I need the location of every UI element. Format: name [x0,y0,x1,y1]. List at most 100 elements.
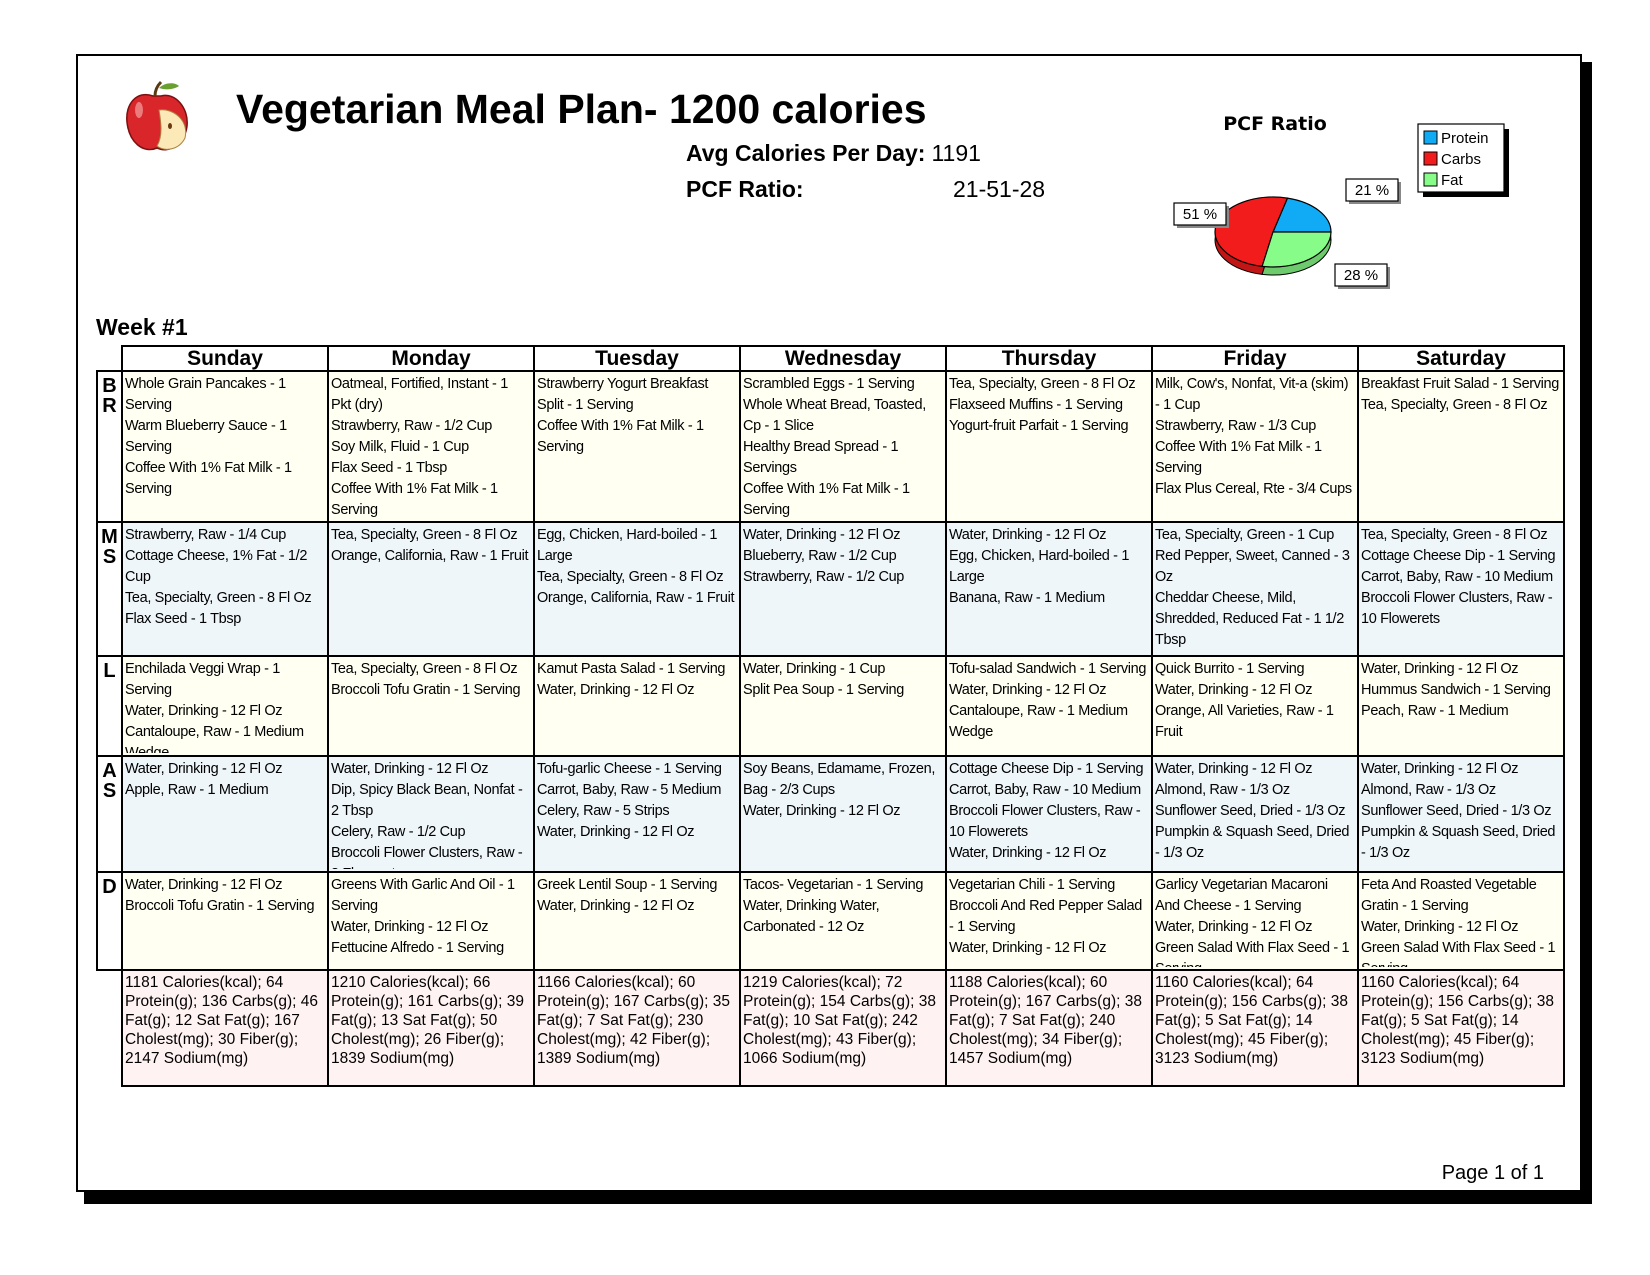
meal-cell: Breakfast Fruit Salad - 1 Serving Tea, Sp… [1357,370,1565,523]
avg-calories-value: 1191 [931,140,981,166]
pie-slice-fat [1261,231,1332,268]
meal-cell: Tea, Specialty, Green - 8 Fl Oz Orange, C… [327,521,535,657]
meal-cell: Water, Drinking - 12 Fl Oz Almond, Raw - … [1151,755,1359,873]
meal-plan-page: Vegetarian Meal Plan- 1200 calories Avg … [76,54,1582,1192]
avg-calories-label: Avg Calories Per Day: [686,140,926,166]
page-number: Page 1 of 1 [1441,1162,1544,1184]
meal-row: M S Strawberry, Raw - 1/4 Cup Cottage Chee… [96,521,1565,657]
meal-cell: Feta And Roasted Vegetable Gratin - 1 Se… [1357,871,1565,971]
food-item: Water, Drinking - 12 Fl Oz [743,803,901,819]
pie-slice-protein [1272,197,1332,233]
food-item: Orange, California, Raw - 1 Fruit [331,548,529,564]
food-item: Fettucine Alfredo - 1 Serving [331,940,504,956]
food-item: Tea, Specialty, Green - 8 Fl Oz [1361,527,1548,543]
daily-totals-text: 1166 Calories(kcal); 60 Protein(g); 167 … [537,974,730,1067]
meal-label: M S [96,521,123,657]
daily-totals: 1160 Calories(kcal); 64 Protein(g); 156 … [1151,969,1359,1087]
data-label-fat: 28 % [1344,267,1378,284]
food-item: Broccoli Flower Clusters, Raw - 10 Flowe… [1361,590,1553,627]
data-label-box [1334,263,1388,287]
legend-swatch-carbs [1423,151,1438,166]
food-item: Yogurt-fruit Parfait - 1 Serving [949,418,1129,434]
meal-cell: Tea, Specialty, Green - 8 Fl Oz Flaxseed … [945,370,1153,523]
day-header-friday: Friday [1151,345,1359,372]
meal-cell: Tofu-garlic Cheese - 1 Serving Carrot, Ba… [533,755,741,873]
meal-items: Egg, Chicken, Hard-boiled - 1 Large Tea, … [537,525,737,653]
food-item: Water, Drinking - 12 Fl Oz [743,527,901,543]
meal-cell: Greens With Garlic And Oil - 1 Serving Wa… [327,871,535,971]
food-item: Water, Drinking - 12 Fl Oz [1155,761,1313,777]
food-item: Quick Burrito - 1 Serving [1155,661,1305,677]
food-item: Water, Drinking - 12 Fl Oz [949,682,1107,698]
meal-cell: Kamut Pasta Salad - 1 Serving Water, Drin… [533,655,741,757]
food-item: Flaxseed Muffins - 1 Serving [949,397,1123,413]
daily-totals-text: 1188 Calories(kcal); 60 Protein(g); 167 … [949,974,1142,1067]
food-item: Whole Wheat Bread, Toasted, Cp - 1 Slice [743,397,926,434]
food-item: Dip, Spicy Black Bean, Nonfat - 2 Tbsp [331,782,523,819]
meal-items: Whole Grain Pancakes - 1 Serving Warm Blu… [125,374,325,519]
food-item: Water, Drinking - 12 Fl Oz [331,761,489,777]
meal-items: Greek Lentil Soup - 1 Serving Water, Drin… [537,875,737,967]
food-item: Orange, All Varieties, Raw - 1 Fruit [1155,703,1334,740]
food-item: Warm Blueberry Sauce - 1 Serving [125,418,287,455]
food-item: Cantaloupe, Raw - 1 Medium Wedge [125,724,304,753]
food-item: Water, Drinking - 12 Fl Oz [1155,682,1313,698]
daily-totals-text: 1181 Calories(kcal); 64 Protein(g); 136 … [125,974,318,1067]
food-item: Cottage Cheese, 1% Fat - 1/2 Cup [125,548,308,585]
meal-row: B R Whole Grain Pancakes - 1 Serving Warm … [96,370,1565,523]
meal-cell: Water, Drinking - 12 Fl Oz Almond, Raw - … [1357,755,1565,873]
avg-calories: Avg Calories Per Day: 1191 [686,140,981,167]
food-item: Greek Lentil Soup - 1 Serving [537,877,718,893]
food-item: Celery, Raw - 1/2 Cup [331,824,466,840]
legend-swatch-protein [1423,130,1438,145]
food-item: Sunflower Seed, Dried - 1/3 Oz [1361,803,1552,819]
food-item: Carrot, Baby, Raw - 10 Medium [1361,569,1553,585]
meal-cell: Tea, Specialty, Green - 8 Fl Oz Broccoli … [327,655,535,757]
legend-swatch-fat [1423,172,1438,187]
food-item: Coffee With 1% Fat Milk - 1 Serving [125,460,292,497]
food-item: Tea, Specialty, Green - 8 Fl Oz [331,661,518,677]
totals-row: 1181 Calories(kcal); 64 Protein(g); 136 … [97,969,1565,1087]
food-item: Kamut Pasta Salad - 1 Serving [537,661,726,677]
food-item: Red Pepper, Sweet, Canned - 3 Oz [1155,548,1350,585]
meal-items: Strawberry, Raw - 1/4 Cup Cottage Cheese,… [125,525,325,653]
food-item: Water, Drinking - 12 Fl Oz [125,877,283,893]
food-item: Orange, California, Raw - 1 Fruit [537,590,735,606]
meal-items: Greens With Garlic And Oil - 1 Serving Wa… [331,875,531,967]
food-item: Strawberry, Raw - 1/2 Cup [331,418,493,434]
meal-items: Water, Drinking - 12 Fl Oz Apple, Raw - 1… [125,759,325,869]
food-item: Water, Drinking - 12 Fl Oz [537,898,695,914]
meal-cell: Whole Grain Pancakes - 1 Serving Warm Blu… [121,370,329,523]
meal-label: A S [96,755,123,873]
daily-totals: 1210 Calories(kcal); 66 Protein(g); 161 … [327,969,535,1087]
meal-cell: Soy Beans, Edamame, Frozen, Bag - 2/3 Cu… [739,755,947,873]
food-item: Scrambled Eggs - 1 Serving [743,376,915,392]
meal-cell: Greek Lentil Soup - 1 Serving Water, Drin… [533,871,741,971]
food-item: Tea, Specialty, Green - 8 Fl Oz [125,590,312,606]
food-item: Enchilada Veggi Wrap - 1 Serving [125,661,280,698]
food-item: Water, Drinking - 12 Fl Oz [331,919,489,935]
food-item: Green Salad With Flax Seed - 1 Serving [1155,940,1350,967]
daily-totals: 1160 Calories(kcal); 64 Protein(g); 156 … [1357,969,1565,1087]
meal-label: B R [96,370,123,523]
food-item: Coffee With 1% Fat Milk - 1 Serving [1155,439,1322,476]
meal-items: Tea, Specialty, Green - 8 Fl Oz Cottage C… [1361,525,1561,653]
food-item: Tofu-salad Sandwich - 1 Serving [949,661,1147,677]
meal-cell: Water, Drinking - 12 Fl Oz Apple, Raw - 1… [121,755,329,873]
food-item: Strawberry, Raw - 1/3 Cup [1155,418,1317,434]
food-item: Greens With Garlic And Oil - 1 Serving [331,877,515,914]
daily-totals-text: 1219 Calories(kcal); 72 Protein(g); 154 … [743,974,936,1067]
food-item: Water, Drinking - 12 Fl Oz [1361,919,1519,935]
meal-items: Quick Burrito - 1 Serving Water, Drinking… [1155,659,1355,753]
food-item: Vegetarian Chili - 1 Serving [949,877,1115,893]
meal-cell: Milk, Cow's, Nonfat, Vit-a (skim) - 1 Cu… [1151,370,1359,523]
food-item: Feta And Roasted Vegetable Gratin - 1 Se… [1361,877,1537,914]
food-item: Water, Drinking - 1 Cup [743,661,886,677]
meal-items: Water, Drinking - 12 Fl Oz Almond, Raw - … [1155,759,1355,869]
food-item: Flax Seed - 1 Tbsp [125,611,241,627]
day-header-thursday: Thursday [945,345,1153,372]
meal-cell: Water, Drinking - 12 Fl Oz Egg, Chicken, … [945,521,1153,657]
food-item: Breakfast Fruit Salad - 1 Serving [1361,376,1559,392]
meal-items: Breakfast Fruit Salad - 1 Serving Tea, Sp… [1361,374,1561,519]
meal-label: L [96,655,123,757]
